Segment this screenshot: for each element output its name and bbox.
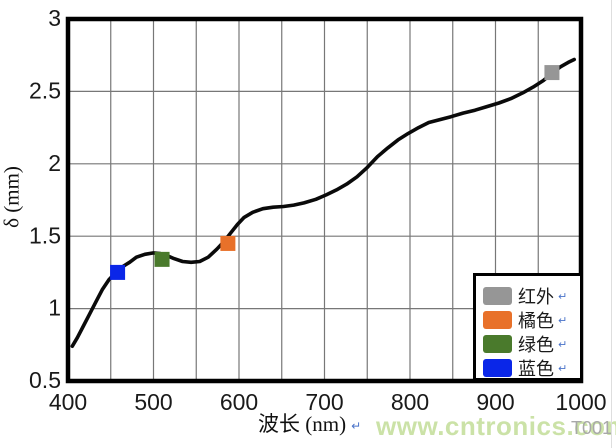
x-tick-label: 500 — [134, 389, 172, 415]
y-tick-label: 1 — [48, 295, 61, 321]
y-tick-label: 2 — [48, 150, 61, 176]
marker-橘色 — [220, 235, 236, 251]
y-tick-label: 0.5 — [29, 367, 61, 393]
legend: 红外 ↵ 橘色 ↵ 绿色 ↵ 蓝色 ↵ — [473, 273, 583, 381]
legend-item-blue: 蓝色 ↵ — [483, 356, 580, 380]
y-tick-label: 2.5 — [29, 77, 61, 103]
marker-绿色 — [154, 251, 170, 267]
legend-item-green: 绿色 ↵ — [483, 332, 580, 356]
marker-蓝色 — [110, 264, 126, 280]
x-axis-title-text: 波长 (nm) — [258, 412, 347, 436]
x-tick-label: 800 — [391, 389, 429, 415]
paragraph-mark-icon: ↵ — [351, 419, 362, 433]
y-axis-title-text: δ (mm) — [0, 166, 24, 228]
x-tick-label: 700 — [305, 389, 343, 415]
legend-item-infrared: 红外 ↵ — [483, 284, 580, 308]
blue-swatch-icon — [483, 359, 512, 377]
x-tick-label: 600 — [220, 389, 258, 415]
plot-border — [65, 16, 584, 384]
page-edge-line — [611, 0, 612, 448]
legend-label: 绿色 — [518, 335, 554, 355]
orange-swatch-icon — [483, 311, 512, 329]
legend-item-orange: 橘色 ↵ — [483, 308, 580, 332]
paragraph-mark-icon: ↵ — [558, 337, 568, 351]
legend-label: 蓝色 — [518, 359, 554, 379]
watermark: www.cntronics.com — [376, 411, 616, 441]
x-tick-label: 400 — [49, 389, 87, 415]
penetration-depth-curve — [70, 57, 576, 348]
legend-label: 橘色 — [518, 311, 554, 331]
legend-label: 红外 — [518, 287, 554, 307]
green-swatch-icon — [483, 335, 512, 353]
x-axis-title: 波长 (nm) ↵ — [258, 408, 361, 438]
paragraph-mark-icon: ↵ — [558, 361, 568, 375]
paragraph-mark-icon: ↵ — [558, 289, 568, 303]
y-axis-title: δ (mm) — [0, 166, 25, 228]
x-tick-label: 1000 — [555, 389, 606, 415]
paragraph-mark-icon: ↵ — [558, 313, 568, 327]
y-tick-label: 3 — [48, 5, 61, 31]
x-tick-label: 900 — [476, 389, 514, 415]
marker-红外 — [544, 65, 560, 81]
figure-tag: T001 — [571, 418, 613, 438]
y-tick-label: 1.5 — [29, 222, 61, 248]
infrared-swatch-icon — [483, 287, 512, 305]
